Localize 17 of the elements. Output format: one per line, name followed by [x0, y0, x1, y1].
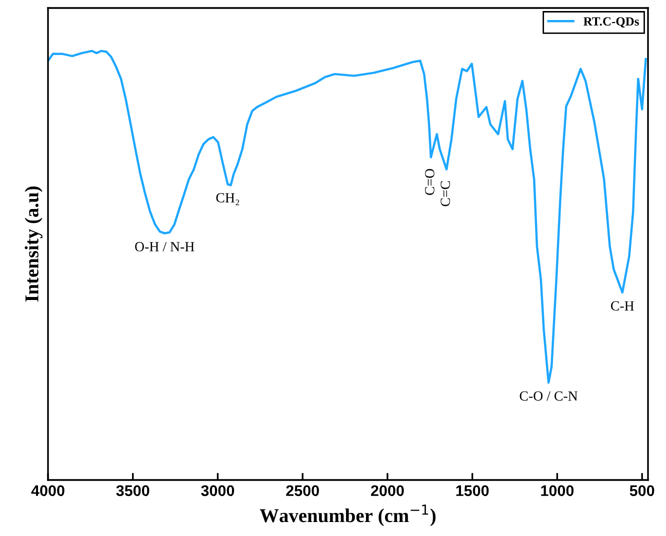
- x-tick-label: 2500: [286, 485, 319, 496]
- annotation: C=C: [440, 181, 450, 206]
- annotation: C-O / C-N: [520, 391, 578, 401]
- x-tick-label: 1500: [456, 485, 489, 496]
- x-tick-label: 500: [630, 485, 654, 496]
- x-tick-label: 3000: [201, 485, 234, 496]
- y-axis-title: Intensity (a.u): [24, 186, 42, 302]
- x-tick-label: 1000: [541, 485, 574, 496]
- x-tick-label: 3500: [116, 485, 150, 496]
- annotation: O-H / N-H: [135, 242, 194, 252]
- annotation: C-H: [610, 301, 634, 311]
- annotation: CH₂: [216, 193, 240, 206]
- annotation: C=O: [425, 169, 434, 195]
- x-axis-title: Wavenumber (cm$^{−1}$): [260, 504, 436, 526]
- legend-label: RT.C-QDs: [584, 17, 639, 28]
- x-tick-label: 4000: [31, 485, 64, 496]
- x-tick-label: 2000: [371, 485, 404, 496]
